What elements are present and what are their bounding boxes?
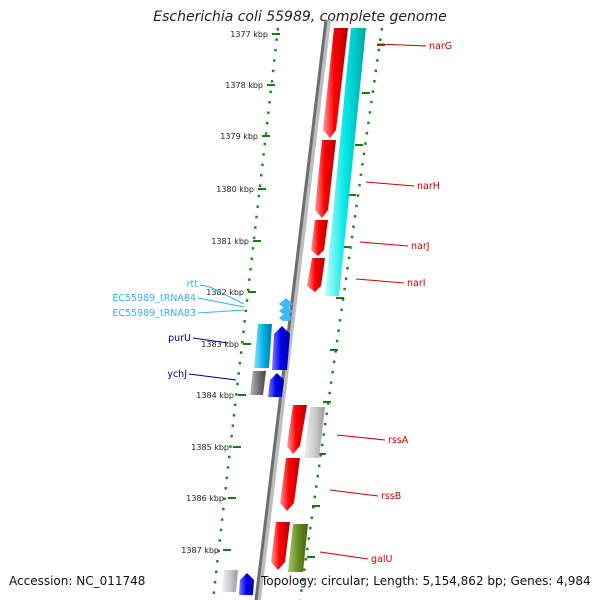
ruler-label: 1387 kbp (181, 546, 219, 555)
gene-label-narJ[interactable]: narJ (411, 241, 430, 252)
gene-arrow-blue[interactable] (239, 573, 254, 595)
ruler-label: 1386 kbp (186, 494, 224, 503)
outer-gene-track (271, 28, 366, 572)
gene-label-rssB[interactable]: rssB (381, 491, 401, 502)
leader-line-EC55989_tRNA84 (197, 297, 245, 308)
ruler-label: 1382 kbp (206, 288, 244, 297)
ruler-label: 1383 kbp (201, 340, 239, 349)
ruler-label: 1379 kbp (220, 132, 258, 141)
gene-arrow-narG[interactable] (323, 28, 348, 138)
leader-line-purU (192, 337, 229, 344)
leader-line-narI (355, 278, 405, 284)
gene-label-EC55989_tRNA84[interactable]: EC55989_tRNA84 (112, 293, 196, 304)
inner-track-boundary (211, 27, 280, 600)
inner-gene-track (222, 298, 293, 595)
leader-line-galU (319, 551, 369, 560)
gene-label-purU[interactable]: purU (168, 333, 191, 344)
gene-arrow-rssA[interactable] (287, 405, 307, 454)
genome-backbone-shadow (255, 19, 331, 600)
gene-arrow-narI[interactable] (307, 258, 325, 292)
trna-marker-rtt[interactable] (279, 298, 293, 307)
leader-lines (188, 43, 427, 560)
outer-track-boundary (298, 27, 384, 600)
genome-title: Escherichia coli 55989, complete genome (153, 9, 447, 25)
leader-line-rssB (329, 489, 379, 497)
gene-label-rtt[interactable]: rtt (187, 279, 199, 290)
gene-labels: narG narH narJ narI rtt EC55989_tRNA84 E… (112, 41, 452, 565)
gene-label-narG[interactable]: narG (429, 41, 452, 52)
accession-text: Accession: NC_011748 (9, 574, 146, 588)
gene-label-narI[interactable]: narI (407, 278, 426, 289)
trna-marker-EC55989_tRNA83[interactable] (279, 312, 293, 321)
leader-line-EC55989_tRNA83 (197, 309, 245, 314)
gene-arrow-purU[interactable] (254, 324, 272, 368)
leader-line-rssA (336, 434, 386, 441)
gene-arrow-ychJ-partner[interactable] (250, 371, 266, 395)
leader-line-narG (377, 43, 427, 47)
gene-arrow-ychJ[interactable] (268, 373, 284, 397)
gene-arrow-rssA-partner[interactable] (304, 407, 325, 458)
topology-text: Topology: circular; Length: 5,154,862 bp… (261, 574, 591, 588)
leader-line-narH (365, 181, 415, 187)
gene-label-rssA[interactable]: rssA (388, 435, 409, 446)
gene-label-narH[interactable]: narH (417, 181, 440, 192)
ruler-ticks (223, 33, 385, 558)
ruler-label: 1381 kbp (211, 237, 249, 246)
leader-line-ychJ (188, 373, 237, 381)
gene-arrow-narJ[interactable] (311, 220, 328, 256)
ruler-label: 1377 kbp (230, 30, 268, 39)
gene-arrow-narH[interactable] (315, 140, 336, 218)
gene-label-galU[interactable]: galU (371, 554, 392, 565)
ruler-labels: 1377 kbp 1378 kbp 1379 kbp 1380 kbp 1381… (181, 30, 268, 555)
ruler-label: 1378 kbp (225, 81, 263, 90)
gene-arrow-galU-partner[interactable] (288, 524, 308, 572)
gene-arrow-galU[interactable] (271, 522, 290, 570)
leader-line-rtt (199, 284, 245, 305)
gene-arrow-rssB[interactable] (280, 458, 300, 511)
gene-arrow-cyan-feature[interactable] (325, 28, 366, 296)
gene-label-ychJ[interactable]: ychJ (167, 369, 187, 380)
gene-arrow-lightgray[interactable] (222, 570, 238, 592)
trna-marker-EC55989_tRNA84[interactable] (279, 305, 293, 314)
ruler-label: 1385 kbp (191, 443, 229, 452)
ruler-label: 1384 kbp (196, 391, 234, 400)
gene-arrow-purU-partner[interactable] (272, 326, 290, 370)
gene-label-EC55989_tRNA83[interactable]: EC55989_tRNA83 (112, 308, 196, 319)
leader-line-narJ (359, 241, 409, 247)
ruler-label: 1380 kbp (216, 185, 254, 194)
